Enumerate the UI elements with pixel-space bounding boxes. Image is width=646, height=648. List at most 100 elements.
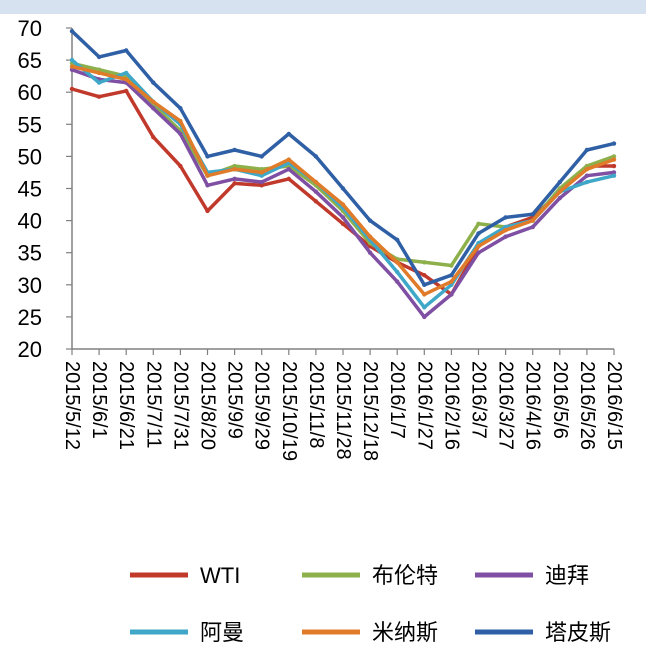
x-tick-label: 2015/6/21	[115, 361, 137, 450]
x-tick-label: 2015/11/8	[305, 361, 327, 449]
data-point	[395, 269, 400, 275]
data-point	[395, 260, 400, 265]
x-axis-ticks: 2015/5/12 2015/6/1 2015/6/21 2015/7/11 2015/…	[61, 349, 625, 461]
data-point	[476, 250, 481, 255]
data-point	[178, 163, 183, 169]
data-point	[286, 176, 291, 182]
data-point	[313, 179, 319, 185]
data-point	[611, 170, 617, 175]
data-point	[259, 154, 264, 159]
data-point	[367, 250, 373, 255]
data-point	[205, 154, 210, 159]
data-point	[96, 70, 102, 76]
data-point	[422, 305, 427, 310]
legend-label: 布伦特	[372, 563, 438, 588]
data-point	[530, 211, 535, 217]
x-tick-label: 2015/8/20	[197, 361, 219, 450]
data-point	[313, 154, 319, 159]
data-point	[340, 221, 346, 227]
legend-label: 塔皮斯	[545, 620, 611, 645]
data-point	[449, 292, 454, 297]
data-point	[503, 234, 508, 239]
data-point	[259, 183, 264, 188]
data-point	[178, 131, 183, 137]
data-point	[422, 260, 427, 265]
y-tick-label: 70	[18, 16, 42, 41]
data-point	[205, 173, 210, 178]
x-tick-label: 2016/3/27	[495, 361, 517, 450]
data-point	[96, 94, 102, 99]
x-tick-label: 2015/9/29	[251, 361, 273, 450]
data-point	[69, 29, 75, 34]
data-point	[124, 70, 129, 76]
data-point	[503, 228, 508, 233]
x-tick-label: 2015/12/18	[359, 361, 381, 461]
data-point	[584, 173, 590, 178]
data-point	[557, 195, 562, 201]
data-point	[286, 131, 291, 137]
data-point	[611, 157, 617, 162]
data-point	[151, 106, 156, 111]
x-tick-label: 2016/3/7	[468, 361, 490, 439]
data-point	[422, 282, 427, 287]
data-point	[476, 231, 481, 236]
data-point	[611, 173, 617, 178]
data-point	[422, 272, 427, 278]
data-point	[259, 179, 264, 185]
data-point	[205, 208, 210, 214]
data-point	[611, 154, 617, 159]
data-point	[69, 86, 75, 92]
data-point	[259, 170, 264, 175]
data-point	[232, 176, 237, 182]
y-tick-label: 30	[18, 273, 42, 298]
series-line-1	[70, 87, 616, 297]
data-point	[611, 141, 617, 146]
x-tick-label: 2015/6/1	[88, 361, 110, 439]
data-point	[232, 167, 237, 172]
data-point	[367, 218, 373, 223]
data-point	[340, 186, 346, 191]
data-point	[340, 215, 346, 220]
x-tick-label: 2015/5/12	[61, 361, 83, 450]
data-point	[69, 64, 75, 69]
series-line-4	[70, 58, 616, 310]
data-point	[96, 67, 102, 72]
data-point	[313, 189, 319, 194]
data-point	[124, 77, 129, 82]
x-tick-label: 2016/2/16	[440, 361, 462, 450]
data-point	[584, 179, 590, 185]
data-point	[422, 314, 427, 320]
x-tick-label: 2016/5/6	[549, 361, 571, 439]
y-tick-label: 65	[18, 48, 42, 73]
data-point	[286, 157, 291, 162]
y-tick-label: 25	[18, 305, 42, 330]
data-point	[476, 244, 481, 249]
data-point	[584, 167, 590, 172]
data-point	[232, 163, 237, 169]
y-tick-label: 60	[18, 80, 42, 105]
data-point	[151, 134, 156, 140]
y-tick-label: 45	[18, 177, 42, 202]
series-lines	[69, 29, 617, 320]
data-point	[313, 199, 319, 204]
data-point	[367, 234, 373, 239]
data-point	[395, 237, 400, 243]
y-tick-label: 20	[18, 337, 42, 362]
top-band	[0, 0, 646, 14]
x-tick-label: 2015/7/31	[169, 361, 191, 450]
data-point	[449, 279, 454, 284]
data-point	[530, 224, 535, 230]
data-point	[232, 147, 237, 153]
x-tick-label: 2015/7/11	[142, 361, 164, 449]
data-point	[584, 147, 590, 153]
legend-label: 阿曼	[200, 620, 244, 645]
data-point	[395, 279, 400, 284]
data-point	[124, 88, 129, 94]
series-line-2	[70, 61, 616, 268]
data-point	[340, 202, 346, 207]
data-point	[69, 67, 75, 72]
data-point	[96, 54, 102, 60]
